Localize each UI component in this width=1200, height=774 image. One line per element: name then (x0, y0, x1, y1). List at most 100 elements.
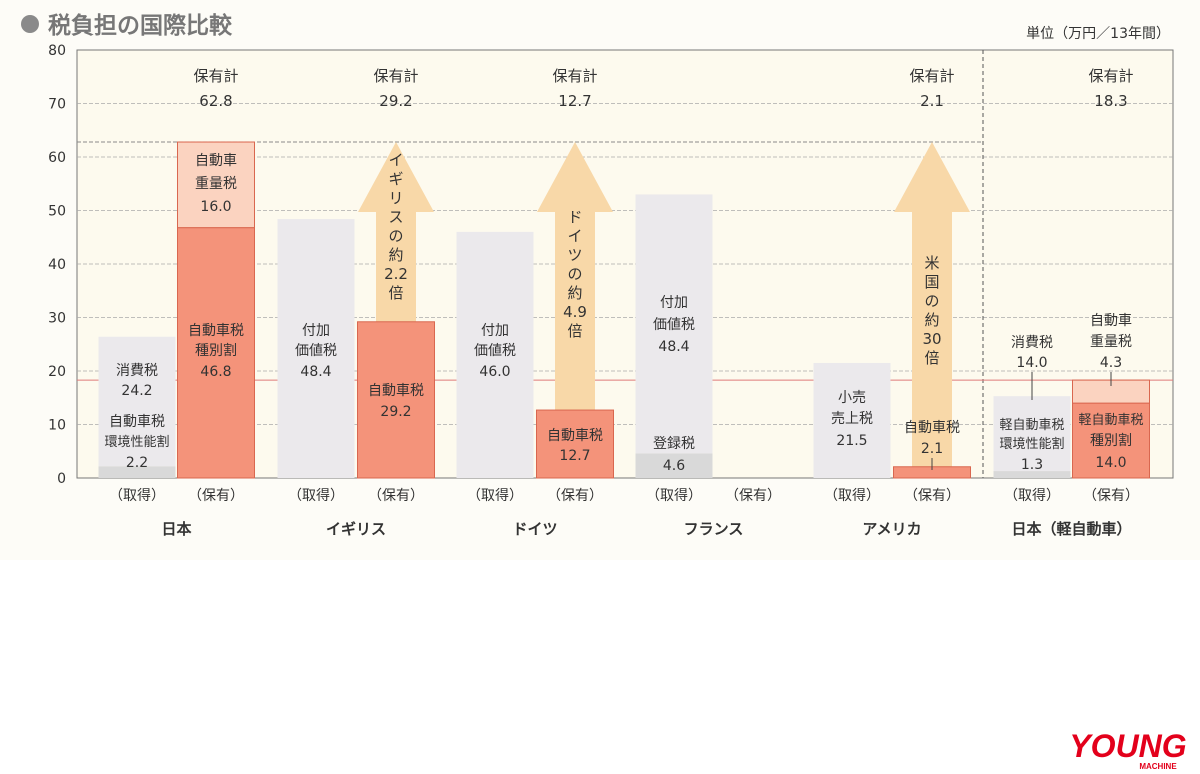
y-tick-label: 30 (48, 311, 66, 327)
bar-segment (277, 219, 355, 478)
ownership-total-value: 18.3 (1094, 92, 1127, 110)
bar-kind-label: （取得） (467, 487, 523, 504)
arrow-text: 国 (924, 273, 939, 291)
bar-segment (635, 194, 713, 454)
bar-segment-label: 売上税 (831, 411, 873, 427)
arrow-text: イ (388, 151, 403, 169)
y-tick-label: 80 (48, 43, 66, 59)
bar-segment (635, 453, 713, 478)
bar-segment-label: 24.2 (121, 383, 152, 399)
bar-kind-label: （保有） (1083, 488, 1139, 504)
ownership-total-label: 保有計 (373, 67, 418, 85)
bar-segment (177, 141, 255, 229)
arrow-text: の (388, 227, 403, 245)
country-label: 日本（軽自動車） (1011, 520, 1131, 538)
arrow-text: ギ (388, 170, 403, 188)
bar-segment-label: 2.2 (126, 455, 148, 471)
bar-segment-label: 14.0 (1095, 455, 1126, 471)
bar-segment-label: 自動車税 (188, 322, 244, 339)
bar-segment-label: 2.1 (921, 441, 943, 457)
y-tick-label: 40 (48, 257, 66, 273)
bar-segment-label: 種別割 (1090, 432, 1132, 449)
bar-segment-label: 付加 (660, 295, 688, 311)
plot-area: 01020304050607080自動車税環境性能割2.2消費税24.2（取得）… (48, 43, 1174, 538)
bar-segment-label: 自動車税 (368, 382, 424, 399)
arrow-text: 4.9 (563, 303, 587, 321)
logo-sub: MACHINE (1139, 762, 1177, 771)
bar-segment (536, 409, 614, 479)
bar-segment-label: 環境性能割 (104, 434, 169, 450)
bar-kind-label: （取得） (1004, 487, 1060, 504)
arrow-text: 倍 (567, 322, 582, 340)
bar-segment-label: 48.4 (300, 364, 331, 380)
bar-kind-label: （取得） (288, 487, 344, 504)
bar-segment-label: 付加 (302, 323, 330, 339)
bar-segment-label: 4.6 (663, 458, 685, 474)
bar-segment-label: 軽自動車税 (1078, 413, 1143, 428)
country-label: 日本 (161, 520, 191, 538)
bar-kind-label: （保有） (904, 488, 960, 504)
ownership-total-label: 保有計 (552, 67, 597, 85)
unit-label: 単位（万円／13年間） (1026, 26, 1170, 42)
bar-segment-label: 自動車税 (547, 427, 603, 444)
country-label: フランス (684, 520, 744, 538)
arrow-text: 約 (924, 311, 939, 329)
arrow-text: ツ (567, 246, 582, 264)
arrow-text: 倍 (924, 349, 939, 367)
bar-segment-label: 小売 (838, 390, 866, 406)
bar-segment-label: 登録税 (653, 436, 695, 452)
comparison-arrow (894, 142, 970, 467)
bar-segment-label: 価値税 (653, 317, 695, 333)
bar-segment-label: 12.7 (559, 448, 590, 464)
comparison-arrow (537, 142, 613, 411)
bar-segment-label: 4.3 (1100, 355, 1122, 371)
ownership-total-value: 2.1 (920, 92, 944, 110)
arrow-text: 2.2 (384, 265, 408, 283)
bar-segment-label: 46.8 (200, 364, 231, 380)
y-tick-label: 50 (48, 204, 66, 220)
bar-segment-label: 価値税 (295, 343, 337, 359)
country-label: アメリカ (862, 520, 921, 538)
ownership-total-value: 12.7 (558, 92, 591, 110)
bar-segment-label: 環境性能割 (999, 436, 1064, 452)
arrow-text: ド (567, 208, 582, 226)
bar-segment-label: 46.0 (479, 364, 510, 380)
bar-segment-label: 48.4 (658, 339, 689, 355)
arrow-text: リ (388, 189, 403, 207)
bar-segment-label: 付加 (481, 323, 509, 339)
bar-kind-label: （保有） (368, 488, 424, 504)
ownership-total-value: 62.8 (199, 92, 232, 110)
arrow-text: 倍 (388, 284, 403, 302)
ownership-total-label: 保有計 (1088, 67, 1133, 85)
bar-kind-label: （取得） (109, 487, 165, 504)
bar-segment (993, 396, 1071, 472)
bar-segment-label: 29.2 (380, 404, 411, 420)
ownership-total-label: 保有計 (193, 67, 238, 85)
bar-kind-label: （保有） (725, 488, 781, 504)
bar-segment-label: 消費税 (1011, 335, 1053, 351)
bar-segment-label: 消費税 (116, 363, 158, 379)
bar-kind-label: （保有） (188, 488, 244, 504)
ownership-total-label: 保有計 (909, 67, 954, 85)
bar-segment (456, 231, 534, 478)
arrow-text: 約 (567, 284, 582, 302)
y-tick-label: 0 (57, 471, 66, 487)
bar-segment-label: 重量税 (1090, 334, 1132, 350)
bar-segment-label: 自動車税 (109, 413, 165, 430)
bar-segment (98, 336, 176, 467)
bar-segment (357, 321, 435, 479)
bar-segment-label: 自動車 (195, 152, 237, 169)
y-tick-label: 60 (48, 150, 66, 166)
arrow-text: 米 (924, 254, 939, 272)
bar-segment-label: 自動車税 (904, 419, 960, 436)
bar-segment-label: 軽自動車税 (999, 418, 1064, 433)
logo-main: YOUNG (1069, 728, 1186, 764)
country-label: ドイツ (512, 520, 557, 538)
bar-segment-label: 1.3 (1021, 457, 1043, 473)
arrow-text: の (924, 292, 939, 310)
arrow-text: 約 (388, 246, 403, 264)
title-bullet-icon (21, 15, 39, 33)
country-label: イギリス (326, 520, 386, 538)
bar-segment-label: 14.0 (1016, 355, 1047, 371)
